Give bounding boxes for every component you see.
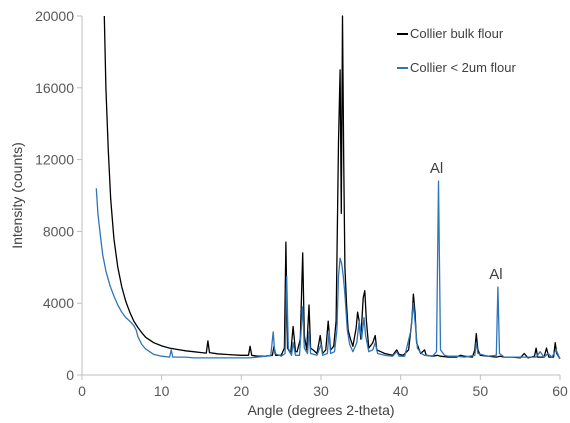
y-axis-ticks: 0 4000 8000 12000 16000 20000 — [35, 8, 82, 383]
annotation-al-1: Al — [430, 160, 443, 177]
x-axis-ticks: 0 10 20 30 40 50 60 — [78, 375, 568, 399]
legend-label-bulk: Collier bulk flour — [410, 26, 504, 41]
x-tick-label: 10 — [154, 383, 170, 399]
x-tick-label: 60 — [552, 383, 568, 399]
y-axis-title: Intensity (counts) — [9, 142, 25, 249]
y-tick-label: 20000 — [35, 8, 74, 24]
y-tick-label: 0 — [66, 367, 74, 383]
y-tick-label: 12000 — [35, 152, 74, 168]
x-tick-label: 30 — [313, 383, 329, 399]
series-layer — [95, 15, 561, 360]
legend-label-2um: Collier < 2um flour — [410, 60, 517, 75]
series-line-2um — [95, 180, 561, 360]
y-tick-label: 16000 — [35, 80, 74, 96]
x-tick-label: 0 — [78, 383, 86, 399]
x-tick-label: 40 — [393, 383, 409, 399]
series-line-bulk — [103, 15, 561, 360]
y-tick-label: 8000 — [43, 223, 74, 239]
legend: Collier bulk flour Collier < 2um flour — [397, 26, 517, 75]
x-axis-title: Angle (degrees 2-theta) — [247, 402, 394, 418]
annotation-al-2: Al — [489, 266, 502, 283]
x-tick-label: 20 — [234, 383, 250, 399]
annotations: Al Al — [430, 160, 503, 283]
plot-area: 0 10 20 30 40 50 60 0 4000 8000 12000 16000 20000 — [35, 8, 568, 399]
x-tick-label: 50 — [473, 383, 489, 399]
y-tick-label: 4000 — [43, 295, 74, 311]
